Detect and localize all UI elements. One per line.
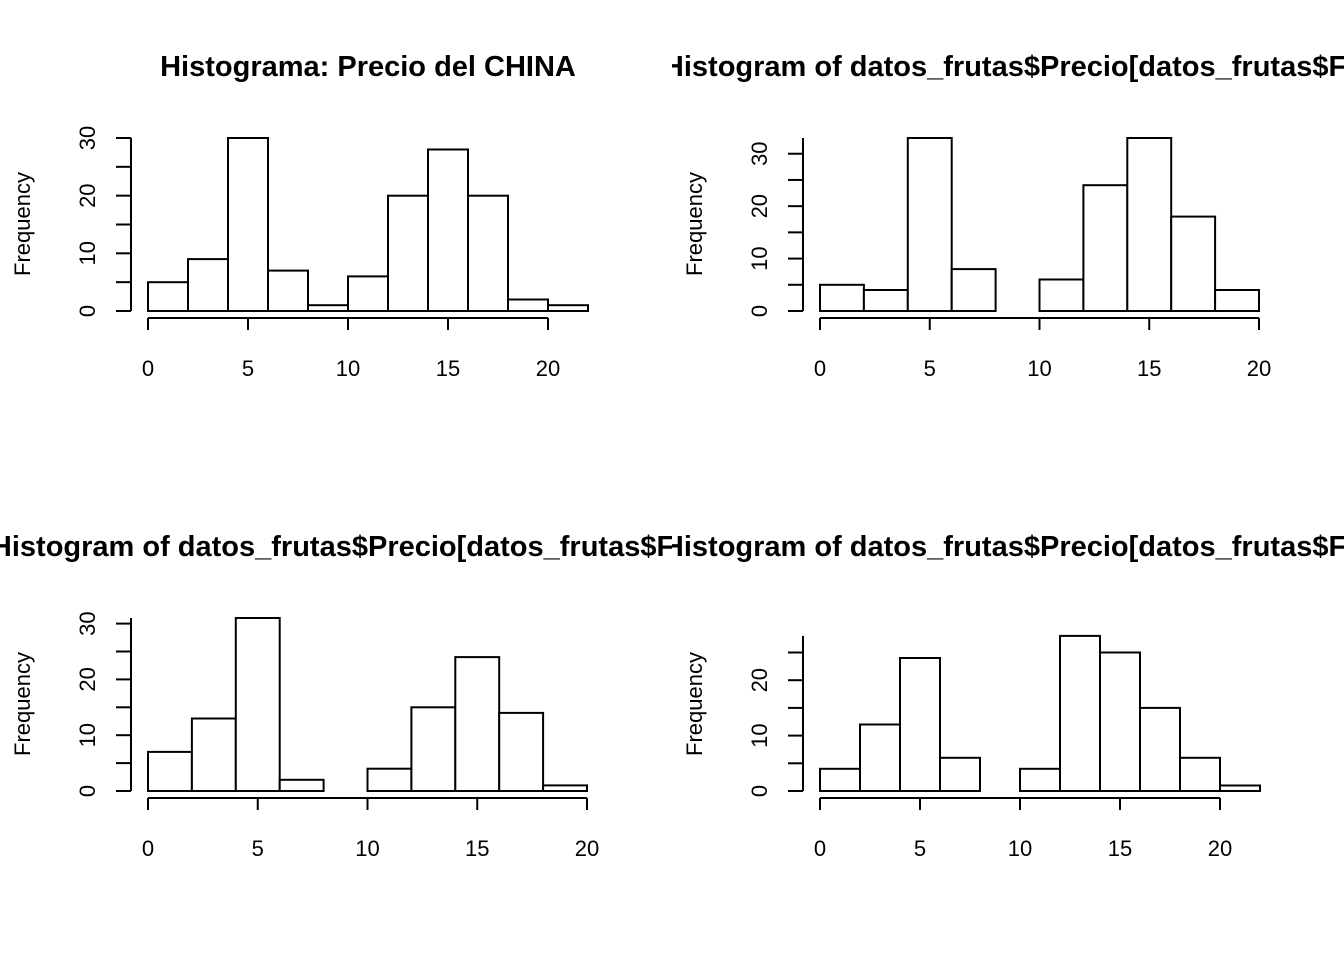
x-axis: 0 5 10 15 20 <box>142 317 560 381</box>
histogram-bar <box>427 148 469 312</box>
histogram-bar <box>939 756 981 792</box>
x-axis: 0 5 10 15 20 <box>814 797 1232 861</box>
x-tick-label: 20 <box>536 356 560 381</box>
x-tick-label: 10 <box>355 836 379 861</box>
x-tick-label: 20 <box>1208 836 1232 861</box>
histogram-bar <box>1170 215 1217 313</box>
y-axis-label: Frequency <box>682 172 707 276</box>
y-tick-label: 10 <box>75 241 100 265</box>
histogram-bar <box>1219 784 1261 792</box>
histogram-panel-4: Histogram of datos_frutas$Precio[datos_f… <box>663 531 1344 861</box>
bars <box>819 634 1261 793</box>
histogram-bar <box>1082 184 1129 312</box>
y-tick-label: 20 <box>75 667 100 691</box>
chart-title: Histogram of datos_frutas$Precio[datos_f… <box>663 51 1344 83</box>
x-tick-label: 0 <box>814 836 826 861</box>
x-tick-label: 10 <box>336 356 360 381</box>
x-tick-label: 20 <box>1247 356 1271 381</box>
histogram-panel-3: Histogram of datos_frutas$Precio[datos_f… <box>0 531 745 861</box>
y-tick-label: 10 <box>747 246 772 270</box>
x-tick-label: 5 <box>252 836 264 861</box>
x-tick-label: 0 <box>142 356 154 381</box>
x-axis: 0 5 10 15 20 <box>814 317 1271 381</box>
histogram-bar <box>467 194 509 312</box>
y-tick-label: 30 <box>747 141 772 165</box>
y-tick-label: 0 <box>747 785 772 797</box>
x-tick-label: 5 <box>924 356 936 381</box>
histogram-bar <box>862 289 909 312</box>
x-tick-label: 20 <box>575 836 599 861</box>
bars <box>147 137 589 313</box>
histogram-bar <box>1059 634 1101 793</box>
histogram-bar <box>950 268 997 313</box>
y-axis-label: Frequency <box>682 652 707 756</box>
y-tick-label: 20 <box>75 183 100 207</box>
histogram-bar <box>187 258 229 313</box>
histogram-bar <box>366 767 413 793</box>
histogram-bar <box>1214 289 1260 312</box>
histogram-bar <box>307 304 349 313</box>
y-tick-label: 10 <box>747 723 772 747</box>
histogram-bar <box>190 717 237 792</box>
y-tick-label: 0 <box>747 305 772 317</box>
x-tick-label: 15 <box>465 836 489 861</box>
histogram-bar <box>267 269 309 313</box>
histogram-bar <box>1139 706 1181 793</box>
histogram-bar <box>819 767 861 792</box>
histogram-bar <box>1038 278 1085 312</box>
histogram-panel-china: Histograma: Precio del CHINA Frequency 0… <box>10 51 589 381</box>
histogram-bar <box>454 656 501 792</box>
x-tick-label: 10 <box>1027 356 1051 381</box>
histogram-bar <box>507 298 549 312</box>
histogram-bar <box>234 617 281 792</box>
histogram-bar <box>1019 767 1061 792</box>
chart-title: Histogram of datos_frutas$Precio[datos_f… <box>0 531 745 563</box>
histogram-bar <box>1126 137 1173 312</box>
y-tick-label: 10 <box>75 723 100 747</box>
y-axis: 0 10 20 30 <box>75 611 132 797</box>
y-tick-label: 20 <box>747 668 772 692</box>
y-tick-label: 0 <box>75 785 100 797</box>
histogram-bar <box>1179 756 1221 792</box>
histogram-bar <box>147 281 189 313</box>
y-axis-label: Frequency <box>10 172 35 276</box>
y-axis: 0 10 20 30 <box>75 126 132 317</box>
x-axis: 0 5 10 15 20 <box>142 797 599 861</box>
chart-title: Histogram of datos_frutas$Precio[datos_f… <box>663 531 1344 563</box>
y-tick-label: 30 <box>75 126 100 150</box>
bars <box>147 617 588 793</box>
y-tick-label: 30 <box>75 611 100 635</box>
x-tick-label: 15 <box>436 356 460 381</box>
x-tick-label: 0 <box>814 356 826 381</box>
histogram-bar <box>347 275 389 312</box>
bars <box>819 137 1260 313</box>
histogram-bar <box>278 778 325 792</box>
y-axis-label: Frequency <box>10 652 35 756</box>
x-tick-label: 5 <box>914 836 926 861</box>
x-tick-label: 5 <box>242 356 254 381</box>
histogram-bar <box>547 304 589 313</box>
histogram-panel-2: Histogram of datos_frutas$Precio[datos_f… <box>663 51 1344 381</box>
x-tick-label: 15 <box>1137 356 1161 381</box>
y-axis: 0 10 20 <box>747 635 804 797</box>
histogram-bar <box>227 137 269 312</box>
histogram-bar <box>899 657 941 792</box>
histogram-bar <box>498 711 545 793</box>
x-tick-label: 15 <box>1108 836 1132 861</box>
y-axis: 0 10 20 30 <box>747 138 804 317</box>
histogram-bar <box>859 723 901 792</box>
histogram-bar <box>410 706 457 792</box>
histogram-bar <box>387 194 429 312</box>
histogram-bar <box>542 784 588 793</box>
chart-title: Histograma: Precio del CHINA <box>160 51 576 83</box>
x-tick-label: 10 <box>1008 836 1032 861</box>
x-tick-label: 0 <box>142 836 154 861</box>
y-tick-label: 0 <box>75 305 100 317</box>
histogram-bar <box>147 750 193 793</box>
histogram-bar <box>906 137 953 312</box>
y-tick-label: 20 <box>747 194 772 218</box>
histogram-bar <box>1099 651 1141 792</box>
histogram-bar <box>819 283 865 312</box>
